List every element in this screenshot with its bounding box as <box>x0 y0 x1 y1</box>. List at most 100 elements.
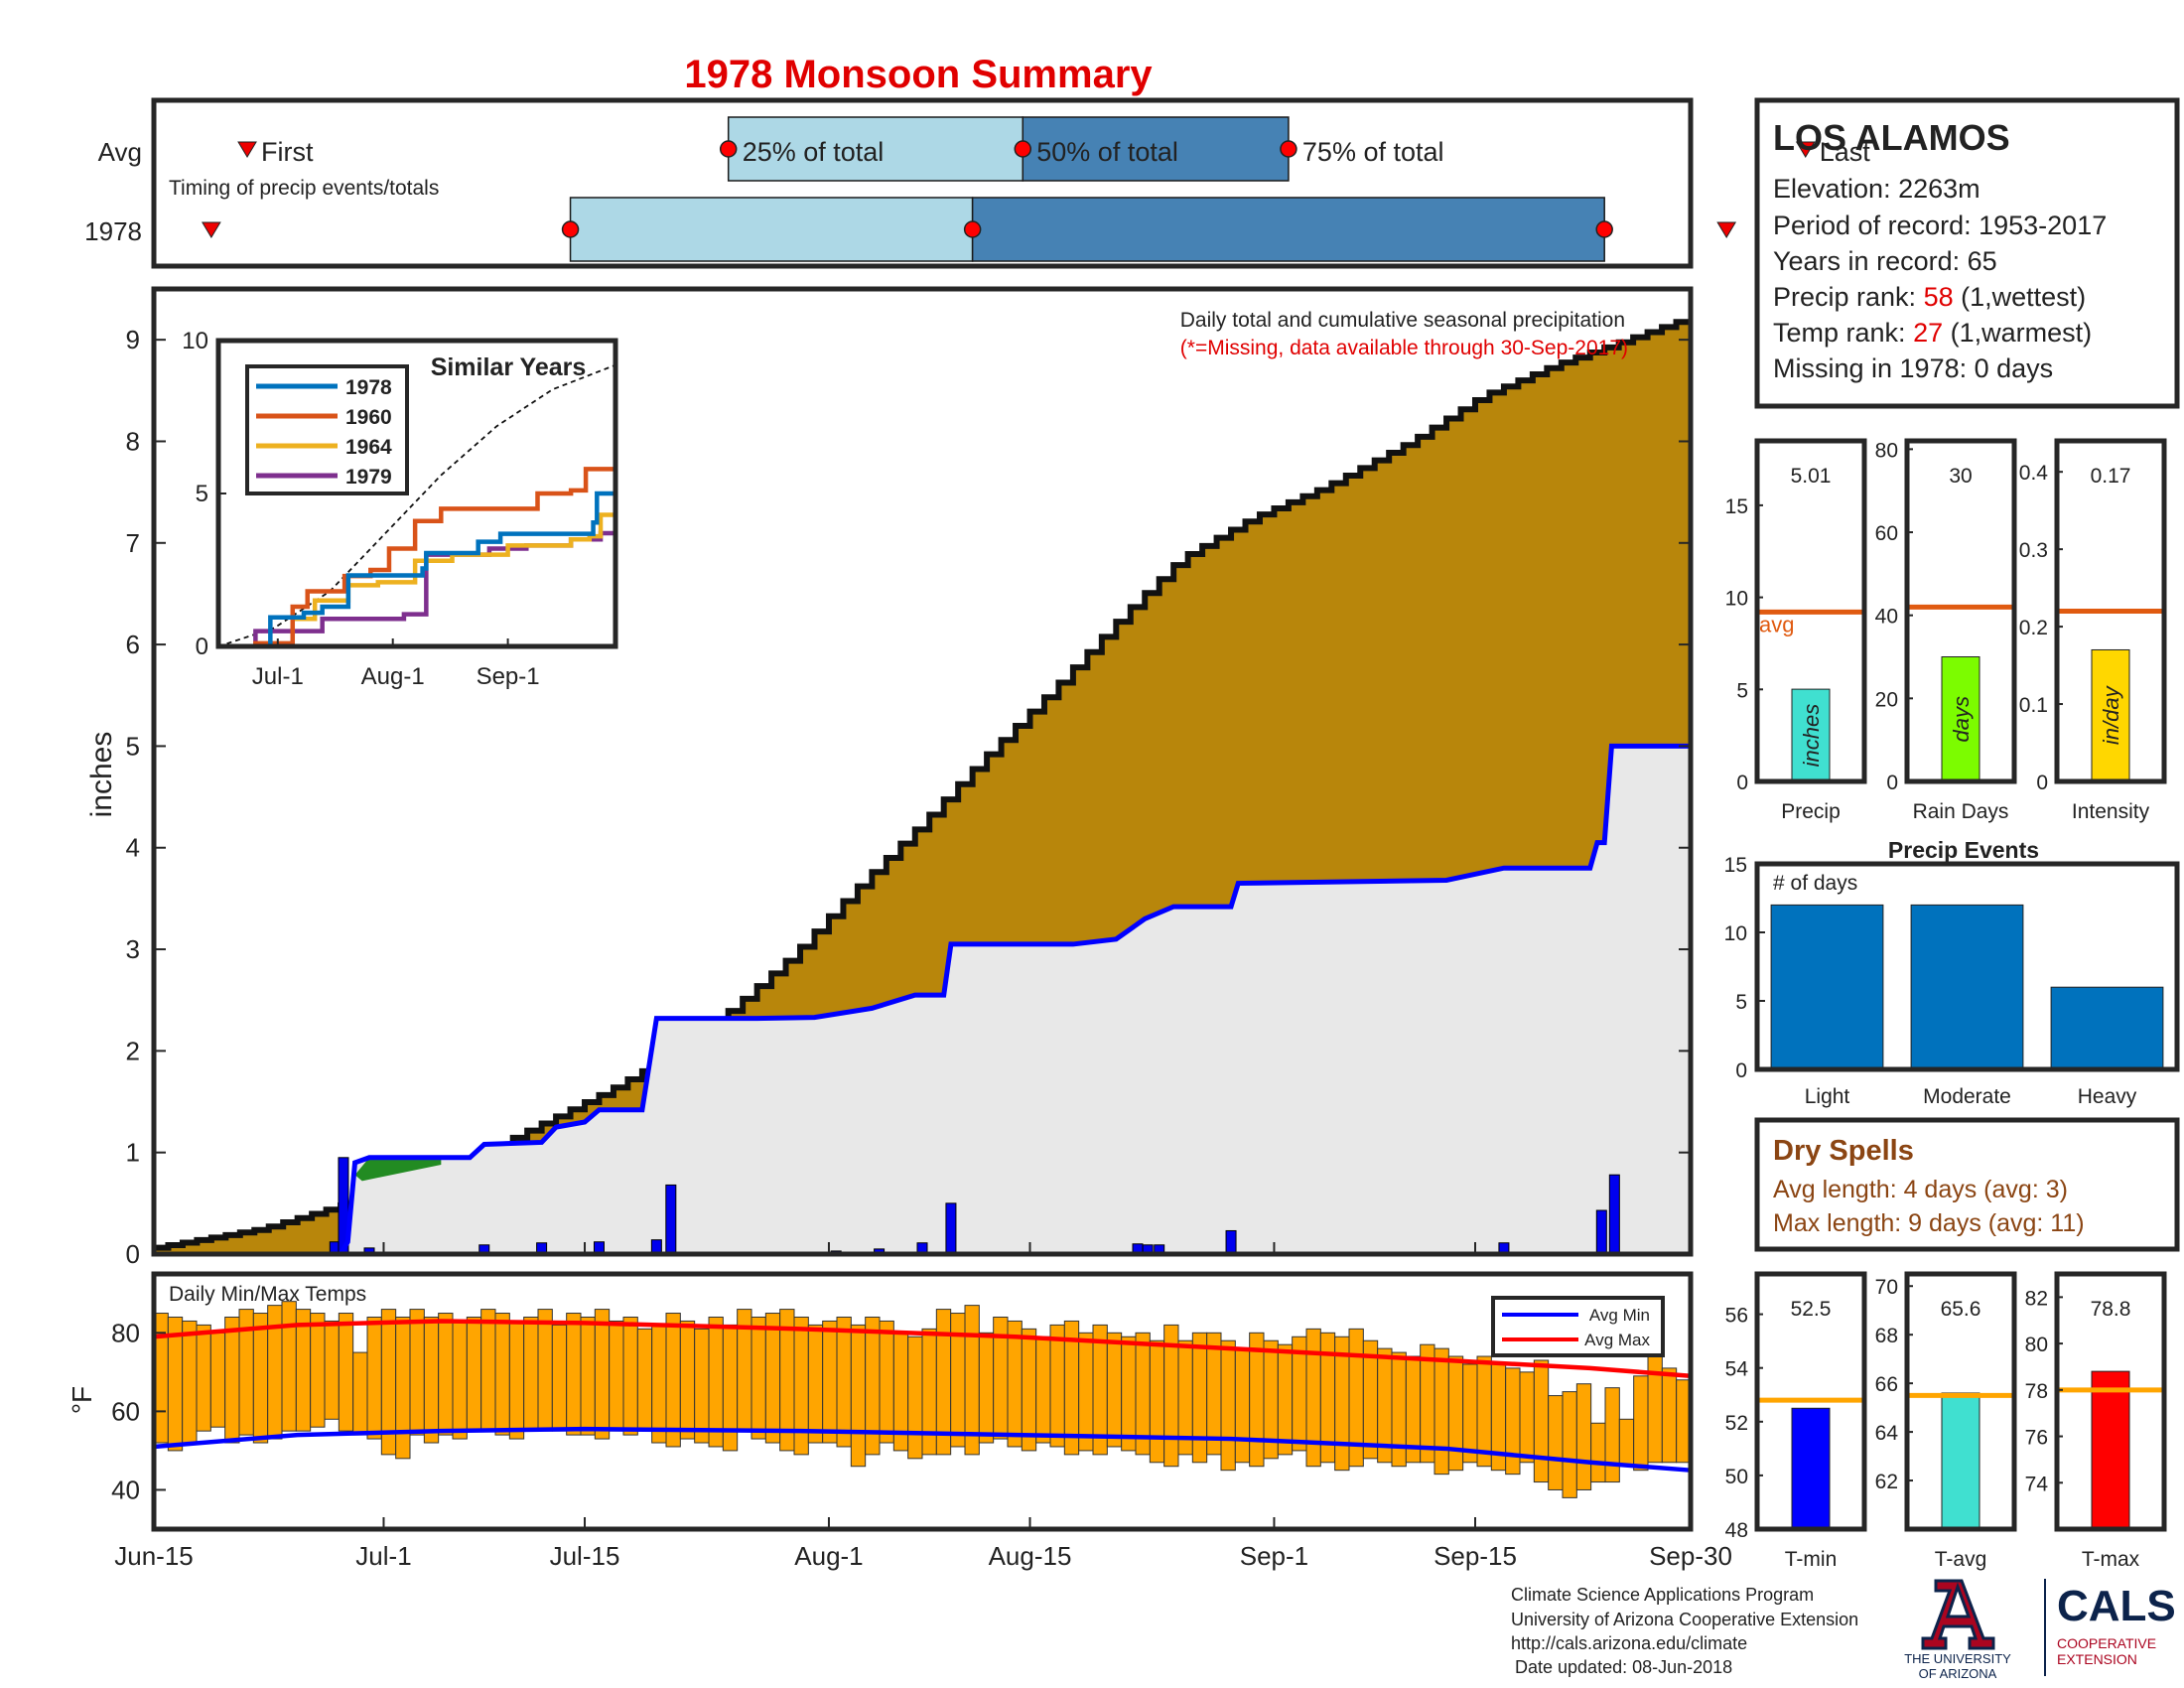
timing-year-last-triangle <box>1716 221 1737 238</box>
timing-row-label-year: 1978 <box>84 216 142 246</box>
timing-year-q50-dot <box>963 220 982 238</box>
mini-y-tick-label: 68 <box>1875 1325 1898 1347</box>
main-note: Daily total and cumulative seasonal prec… <box>1180 309 1625 332</box>
temp-daily-bar <box>1191 1332 1208 1464</box>
temp-daily-bar <box>1575 1383 1592 1490</box>
dry-spells-frame <box>1754 1117 2180 1252</box>
temp-daily-bar <box>1078 1332 1094 1452</box>
ua-logo-line1: THE UNIVERSITY <box>1904 1651 2011 1666</box>
timing-label-q25: 25% of total <box>743 137 885 167</box>
events-y-tick-label: 10 <box>1724 922 1747 945</box>
main-note-missing: (*=Missing, data available through 30-Se… <box>1180 337 1628 359</box>
temp-daily-bar <box>366 1316 382 1440</box>
daily-precip-bar <box>1225 1229 1237 1255</box>
events-ylabel: # of days <box>1773 872 1857 895</box>
rain-days-bar <box>1941 656 1980 782</box>
dry-spells-title: Dry Spells <box>1773 1135 1914 1167</box>
temp-daily-bar <box>466 1316 482 1432</box>
insert-legend-label-1979: 1979 <box>345 466 392 489</box>
precip-bar <box>1791 688 1831 782</box>
temp-daily-bar <box>1007 1320 1023 1448</box>
cals-logo: CALS <box>2057 1582 2176 1630</box>
station-name: LOS ALAMOS <box>1773 117 2010 158</box>
temp-daily-bar <box>182 1320 198 1444</box>
precip-frame <box>1754 438 1867 784</box>
temp-daily-bar <box>1149 1339 1165 1464</box>
mini-y-tick-label: 0.4 <box>2019 462 2049 485</box>
temp-daily-bar <box>1021 1328 1037 1452</box>
main-y-tick-label: 6 <box>126 630 140 659</box>
temp-daily-bar <box>594 1309 611 1440</box>
temp-daily-bar <box>1277 1343 1294 1456</box>
rain-days-category-label: Rain Days <box>1913 800 2009 823</box>
mini-y-tick-label: 5 <box>1736 679 1748 702</box>
mini-y-tick-label: 0 <box>2036 772 2048 794</box>
temp-daily-bar <box>395 1316 411 1460</box>
rain-days-value-label: 30 <box>1949 465 1972 488</box>
timing-avg-box-50-75 <box>1022 116 1290 182</box>
mini-y-tick-label: 80 <box>2025 1334 2048 1356</box>
timing-avg-box-25-50 <box>727 116 1024 182</box>
events-bar-heavy <box>2050 986 2164 1070</box>
insert-ticks: 0 5 10 Jul-1 Aug-1 Sep-1 <box>182 328 539 690</box>
mini-y-tick-label: 20 <box>1875 688 1898 711</box>
temp-daily-bar <box>1447 1355 1464 1472</box>
timing-year-box-25-50 <box>569 197 974 262</box>
x-tick-label: Jul-15 <box>550 1541 620 1571</box>
summary-bars: 0 5 10 15 5.01 Precip inches avg 0 20 40 60 80 30 Rain… <box>1725 438 2167 823</box>
temp-daily-bar <box>1533 1359 1550 1483</box>
precip-category-label: Precip <box>1781 800 1841 823</box>
insert-legend-label-1960: 1960 <box>345 406 392 429</box>
temp-daily-bar <box>1220 1339 1236 1472</box>
mini-y-tick-label: 66 <box>1875 1373 1898 1396</box>
temps-frame <box>151 1271 1694 1532</box>
daily-precip-bar <box>1595 1209 1607 1255</box>
timing-label-q75: 75% of total <box>1302 137 1444 167</box>
dry-spells-box: Dry Spells Avg length: 4 days (avg: 3) M… <box>1754 1117 2180 1252</box>
temp-daily-bar <box>978 1332 995 1444</box>
events-bar-moderate <box>1910 904 2024 1070</box>
timing-avg-last-triangle <box>1795 141 1816 158</box>
events-y-tick-label: 0 <box>1735 1059 1747 1082</box>
timing-year-q25-dot <box>561 220 580 238</box>
temp-daily-bar <box>324 1320 340 1420</box>
main-y-tick-label: 2 <box>126 1036 140 1065</box>
x-tick-label: Jul-1 <box>355 1541 411 1571</box>
temp-daily-bar <box>310 1313 326 1428</box>
temp-daily-bar <box>1249 1332 1265 1468</box>
temp-daily-bar <box>651 1324 667 1444</box>
x-tick-label: Sep-15 <box>1433 1541 1517 1571</box>
temp-daily-bar <box>665 1313 681 1448</box>
temps-ylabel: °F <box>67 1386 97 1414</box>
intensity-bar <box>2091 648 2130 782</box>
footer-line1: Climate Science Applications Program <box>1511 1585 1814 1605</box>
mini-y-tick-label: 15 <box>1725 495 1748 518</box>
events-ticks: 0 5 10 15 Light Moderate Heavy <box>1724 854 2137 1108</box>
rain-days-unit-label: days <box>1949 696 1974 742</box>
timing-boxes <box>569 116 1605 262</box>
temp-daily-bar <box>196 1324 211 1432</box>
main-y-tick-label: 4 <box>126 833 140 863</box>
mini-y-tick-label: 78 <box>2025 1380 2048 1403</box>
precip-unit-label: inches <box>1799 704 1824 768</box>
intensity-frame <box>2054 438 2167 784</box>
t-max-value-label: 78.8 <box>2091 1298 2131 1321</box>
timing-year-box-50-75 <box>971 197 1605 262</box>
temps-title: Daily Min/Max Temps <box>169 1283 366 1306</box>
mini-y-tick-label: 0.1 <box>2019 694 2048 717</box>
temp-daily-bar <box>209 1332 226 1428</box>
t-avg-category-label: T-avg <box>1935 1548 1987 1571</box>
temp-daily-bar <box>1305 1328 1321 1468</box>
temp-daily-bar <box>338 1313 354 1432</box>
temp-daily-bar <box>609 1320 624 1432</box>
events-y-tick-label: 15 <box>1724 854 1747 877</box>
insert-title: Similar Years <box>431 353 587 381</box>
mini-y-tick-label: 50 <box>1725 1466 1748 1488</box>
footer-line2: University of Arizona Cooperative Extens… <box>1511 1610 1858 1629</box>
temp-daily-bar <box>622 1316 638 1436</box>
temp-daily-bar <box>1121 1336 1137 1452</box>
mini-y-tick-label: 76 <box>2025 1427 2048 1450</box>
daily-precip-bar <box>945 1202 957 1255</box>
insert-series-1960 <box>218 466 618 649</box>
